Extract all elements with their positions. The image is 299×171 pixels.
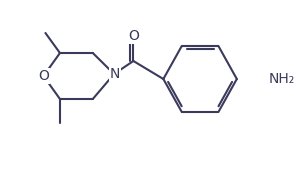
Text: O: O — [128, 29, 139, 43]
Text: NH₂: NH₂ — [269, 72, 295, 86]
Text: N: N — [110, 67, 120, 81]
Text: O: O — [38, 69, 49, 83]
